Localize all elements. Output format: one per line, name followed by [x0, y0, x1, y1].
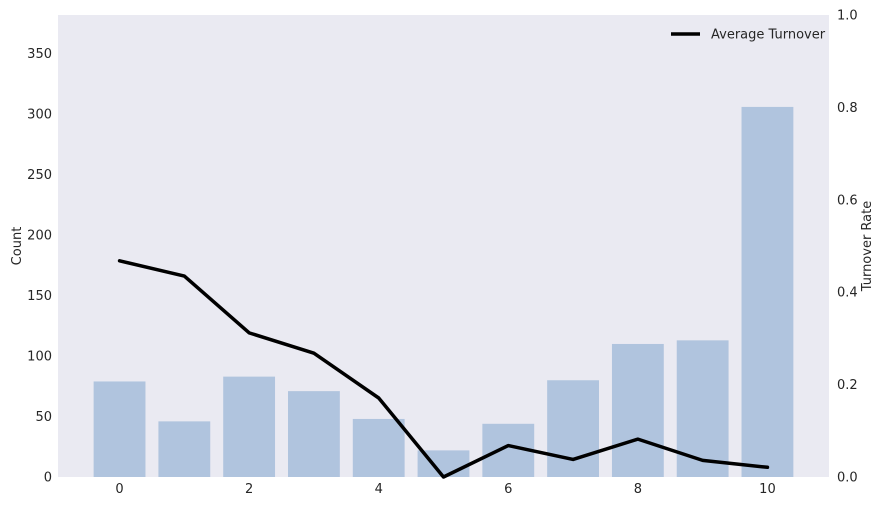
- y-axis-right-ticks: 0.0 0.2 0.4 0.6 0.8 1.0: [837, 9, 858, 486]
- y-tick-label: 300: [27, 108, 52, 123]
- bar-4: [352, 418, 405, 477]
- x-tick-label: 0: [115, 482, 123, 497]
- bar-2: [223, 376, 276, 477]
- y2-tick-label: 0.6: [837, 193, 858, 208]
- bar-10: [741, 106, 794, 478]
- y-tick-label: 100: [27, 350, 52, 365]
- x-tick-label: 2: [245, 482, 253, 497]
- y2-tick-label: 0.0: [837, 471, 858, 486]
- y-axis-left-ticks: 0 50 100 150 200 250 300 350: [27, 47, 52, 485]
- y2-tick-label: 1.0: [837, 9, 858, 24]
- bar-1: [158, 421, 211, 477]
- y-tick-label: 250: [27, 168, 52, 183]
- y-tick-label: 350: [27, 47, 52, 62]
- bar-3: [288, 391, 340, 477]
- y-axis-right-title: Turnover Rate: [860, 201, 875, 293]
- legend: Average Turnover: [671, 28, 826, 43]
- bar-0: [93, 381, 146, 477]
- y-tick-label: 50: [35, 410, 52, 425]
- x-axis-ticks: 0 2 4 6 8 10: [115, 482, 775, 497]
- x-tick-label: 6: [504, 482, 512, 497]
- bar-9: [676, 340, 729, 477]
- y2-tick-label: 0.4: [837, 286, 858, 301]
- y2-tick-label: 0.2: [837, 378, 858, 393]
- bar-7: [547, 380, 599, 477]
- y-tick-label: 150: [27, 289, 52, 304]
- bars-layer: [93, 106, 794, 478]
- bar-8: [611, 343, 664, 477]
- x-tick-label: 8: [634, 482, 642, 497]
- y-tick-label: 200: [27, 229, 52, 244]
- line-layer: [117, 259, 770, 479]
- x-tick-label: 10: [759, 482, 776, 497]
- y2-tick-label: 0.8: [837, 101, 858, 116]
- y-axis-left-title: Count: [10, 227, 25, 266]
- legend-label-average-turnover: Average Turnover: [711, 28, 826, 43]
- x-tick-label: 4: [375, 482, 383, 497]
- y-tick-label: 0: [44, 471, 52, 486]
